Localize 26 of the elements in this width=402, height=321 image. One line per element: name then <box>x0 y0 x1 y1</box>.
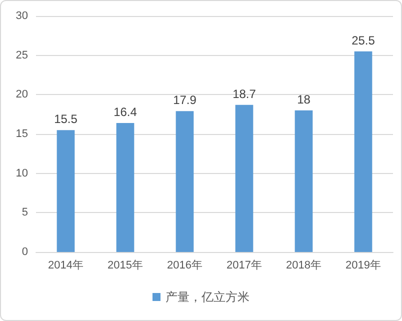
data-label: 17.9 <box>173 93 197 108</box>
y-tick-label: 20 <box>16 88 28 101</box>
data-label: 18 <box>297 92 311 106</box>
legend-label: 产量，亿立方米 <box>166 290 250 304</box>
bar <box>354 51 372 252</box>
data-label: 25.5 <box>352 33 376 48</box>
y-tick-label: 0 <box>22 246 28 258</box>
data-label: 18.7 <box>232 86 256 101</box>
bar <box>294 110 313 252</box>
x-tick-label: 2016年 <box>167 260 202 272</box>
y-tick-label: 15 <box>16 128 28 140</box>
bar <box>116 122 134 252</box>
bar <box>56 130 75 252</box>
y-tick-label: 30 <box>16 10 28 22</box>
data-label: 16.4 <box>114 104 138 119</box>
x-tick-label: 2019年 <box>346 260 381 272</box>
y-tick-label: 10 <box>16 167 28 180</box>
x-tick-label: 2015年 <box>108 260 143 272</box>
data-label: 15.5 <box>54 112 78 126</box>
x-tick-label: 2018年 <box>286 260 322 272</box>
bar <box>176 111 194 252</box>
y-tick-label: 25 <box>16 49 28 62</box>
bar <box>235 104 254 252</box>
x-tick-label: 2017年 <box>226 260 262 272</box>
y-tick-label: 5 <box>22 206 28 219</box>
x-tick-label: 2014年 <box>48 260 84 272</box>
